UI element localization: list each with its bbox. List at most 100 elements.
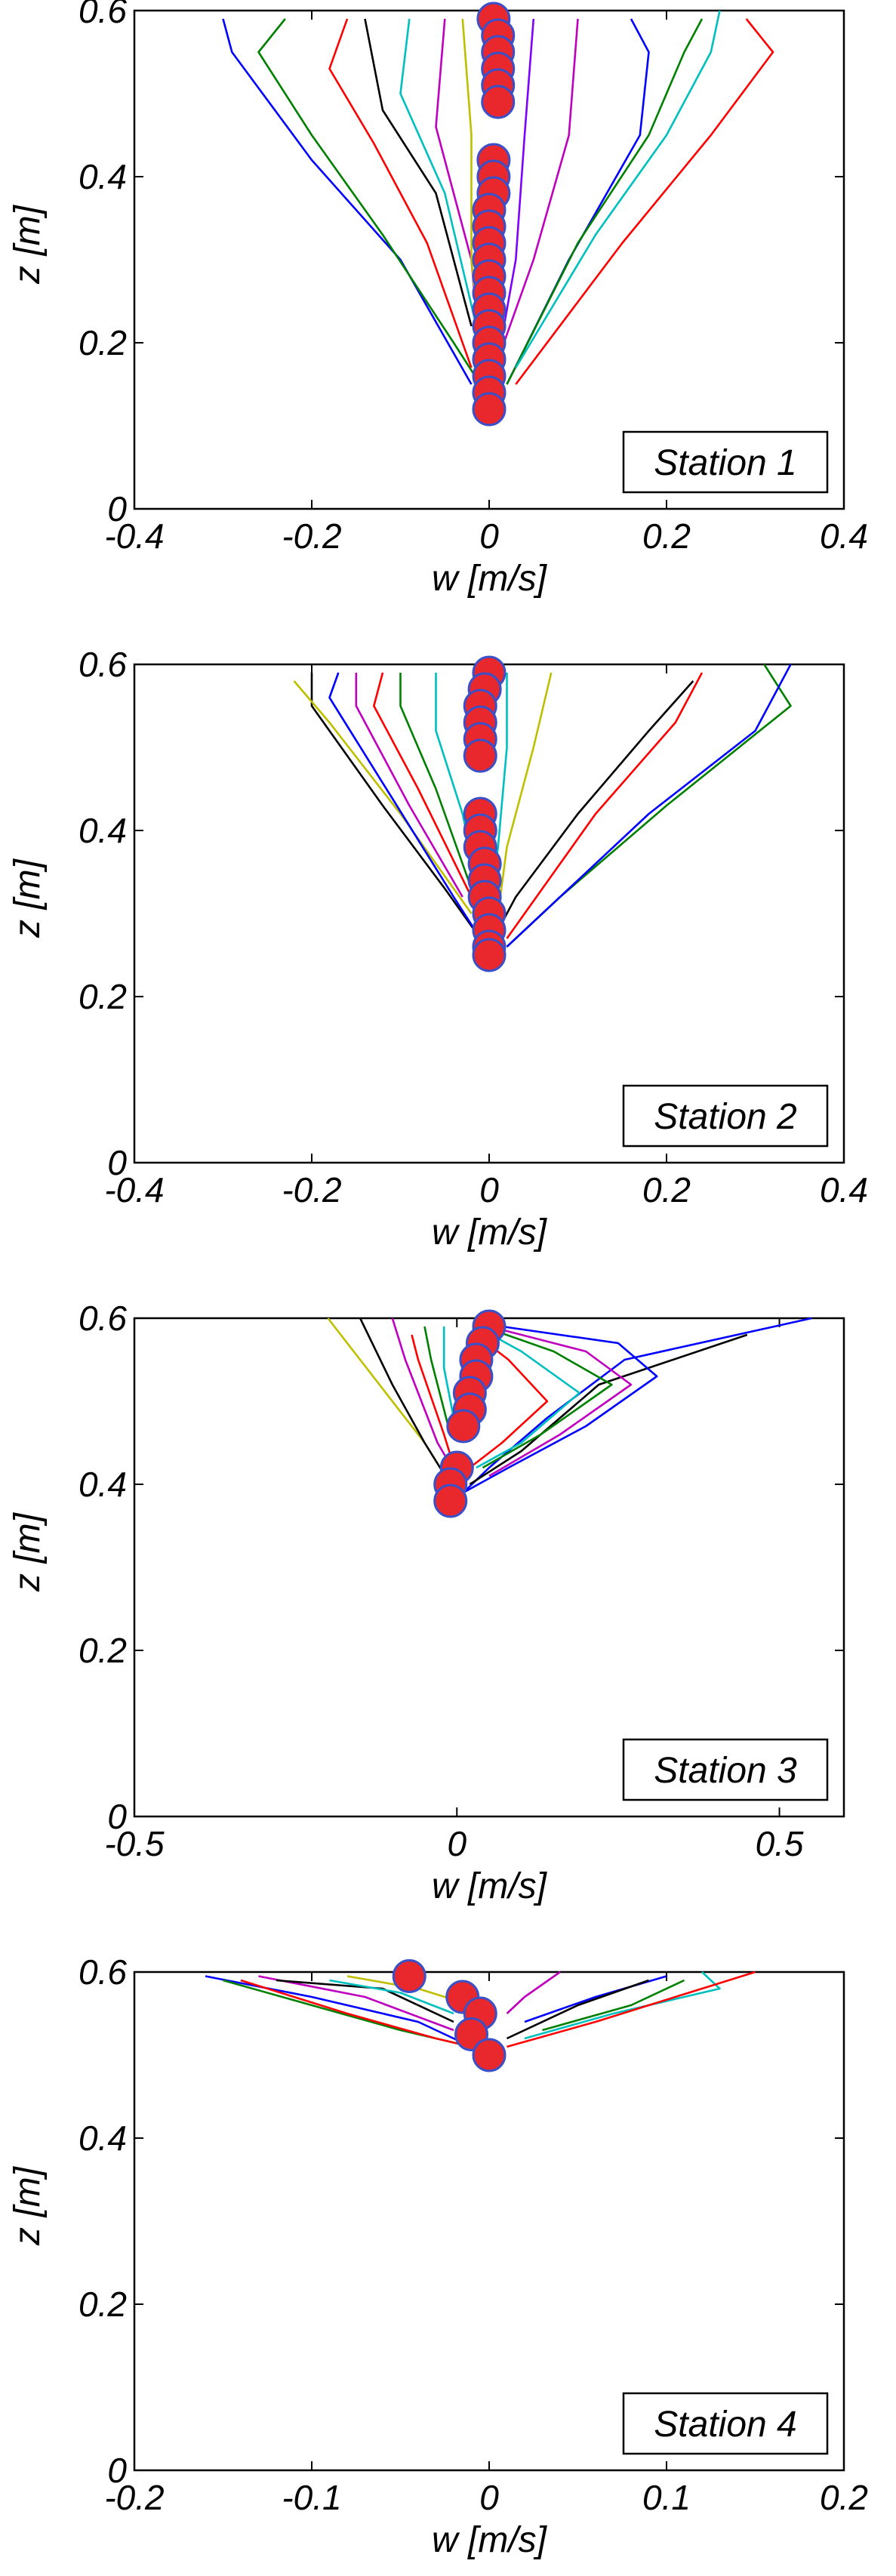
series-line-yellow-right: [497, 672, 553, 914]
y-tick-label: 0.4: [79, 157, 127, 196]
series-line-blue-left: [222, 18, 473, 385]
series-line-yellow-left: [293, 680, 473, 914]
series-line-cyan-left: [399, 18, 482, 344]
x-tick-label: -0.2: [282, 516, 341, 556]
station-label: Station 3: [654, 1751, 797, 1791]
data-marker: [463, 738, 497, 773]
data-marker: [472, 938, 507, 972]
station-label: Station 4: [654, 2405, 796, 2445]
x-tick-label: 0: [479, 2478, 499, 2517]
y-tick-label: 0: [107, 489, 127, 528]
y-axis-label: z [m]: [8, 1511, 48, 1592]
series-line-blue-right: [506, 664, 792, 948]
y-tick-label: 0: [107, 1797, 127, 1836]
series-line-cyan-right: [515, 10, 721, 368]
y-tick-label: 0.4: [79, 1465, 127, 1504]
series-line-cyan-right: [476, 1325, 580, 1469]
x-tick-label: 0.5: [756, 1824, 804, 1863]
station-label-box: [622, 1084, 829, 1148]
x-tick-label: 0.2: [642, 516, 691, 556]
series-line-magenta-left: [355, 673, 463, 898]
series-line-blue-mid: [463, 1325, 658, 1494]
series-line-black-left: [359, 1317, 451, 1485]
series-line-green-left: [257, 18, 482, 385]
series-line-green-right: [482, 1325, 613, 1469]
y-tick-label: 0.4: [79, 2118, 127, 2158]
series-line-black-right: [469, 1333, 748, 1486]
x-axis-label: w [m/s]: [432, 1213, 548, 1253]
chart-panel-3: -0.5 0 0.500.20.40.6w [m/s]z [m]Station 3: [8, 1299, 845, 1906]
series-line-red-right: [469, 1333, 549, 1469]
series-line-blue-left: [328, 672, 482, 939]
data-marker: [446, 1409, 481, 1444]
series-line-red-right: [507, 1971, 756, 2048]
axes-frame: [133, 1317, 845, 1818]
x-tick-label: 0.1: [642, 2478, 691, 2517]
series-line-green-left: [399, 673, 473, 889]
y-tick-label: 0.6: [79, 1299, 127, 1338]
series-line-green-left: [423, 1326, 451, 1435]
chart-panel-4: -0.2 -0.1 0 0.1 0.2 0 0.2 0.4 0.6 w [m/s] z [m] Sta…: [8, 1952, 868, 2560]
data-marker: [472, 392, 507, 427]
series-line-purple-right: [497, 18, 535, 360]
series-line-red-right: [506, 672, 704, 939]
series-line-red-left: [328, 18, 473, 368]
x-tick-label: 0: [447, 1824, 466, 1863]
series-line-blue-far: [462, 1317, 812, 1493]
y-tick-label: 0.2: [79, 1631, 127, 1670]
series-line-black-left: [310, 673, 482, 939]
series-line-green-right: [542, 1979, 685, 2032]
x-axis-label: w [m/s]: [432, 559, 548, 599]
x-tick-label: -0.2: [282, 1170, 341, 1209]
series-line-green-right: [506, 18, 704, 385]
x-tick-label: 0: [479, 516, 499, 556]
series-line-magenta-right: [506, 1971, 561, 2014]
x-tick-label: 0.4: [820, 1170, 868, 1209]
x-tick-label: -0.4: [104, 1170, 164, 1209]
x-tick-label: 0: [479, 1170, 499, 1209]
series-group: [222, 10, 774, 385]
y-tick-label: 0.2: [79, 2285, 127, 2324]
station-label-box: [622, 2392, 829, 2455]
station-label-box: [622, 1738, 829, 1801]
series-line-magenta-left: [258, 1975, 454, 2032]
y-axis-label: z [m]: [8, 858, 48, 938]
series-line-black-left: [276, 1979, 454, 2023]
data-marker: [433, 1484, 468, 1518]
y-tick-label: 0.6: [79, 0, 127, 30]
station-label: Station 1: [654, 443, 796, 483]
y-tick-label: 0: [107, 2451, 127, 2490]
x-axis-label: w [m/s]: [432, 2520, 548, 2560]
x-tick-label: -0.2: [104, 2478, 164, 2517]
series-group: [293, 664, 792, 948]
chart-panel-1: -0.4 -0.2 0 0.2 0.4 0 0.2 0.4 0.6 w [m/s] z [m] Sta…: [8, 0, 868, 599]
data-marker: [481, 85, 516, 119]
x-tick-label: 0.2: [642, 1170, 691, 1209]
series-line-black-right: [506, 1979, 649, 2040]
series-line-magenta-right: [497, 18, 579, 360]
series-group: [205, 1971, 756, 2052]
x-tick-label: -0.4: [104, 516, 164, 556]
station-label-box: [622, 430, 829, 494]
chart-panel-2: -0.4 -0.2 0 0.2 0.4 0 0.2 0.4 0.6 w [m/s] z [m] Sta…: [8, 645, 868, 1253]
data-marker: [392, 1959, 426, 1993]
series-line-cyan-left: [329, 1979, 454, 2015]
x-tick-label: 0.4: [820, 516, 868, 556]
x-tick-label: 0.2: [820, 2478, 868, 2517]
series-line-cyan-right: [524, 1971, 721, 2040]
x-axis-label: w [m/s]: [432, 1866, 548, 1906]
y-tick-label: 0: [107, 1143, 127, 1182]
x-tick-label: -0.1: [282, 2478, 341, 2517]
station-label: Station 2: [654, 1097, 796, 1137]
y-tick-label: 0.2: [79, 323, 127, 362]
series-line-cyan-left: [442, 1327, 458, 1435]
y-tick-label: 0.6: [79, 645, 127, 684]
y-axis-label: z [m]: [8, 204, 48, 285]
y-axis-label: z [m]: [8, 2165, 48, 2246]
series-line-red-left: [372, 672, 473, 898]
x-tick-label: -0.5: [104, 1824, 165, 1863]
series-line-black-left: [364, 18, 473, 327]
series-group: [327, 1317, 812, 1494]
y-tick-label: 0.4: [79, 811, 127, 850]
